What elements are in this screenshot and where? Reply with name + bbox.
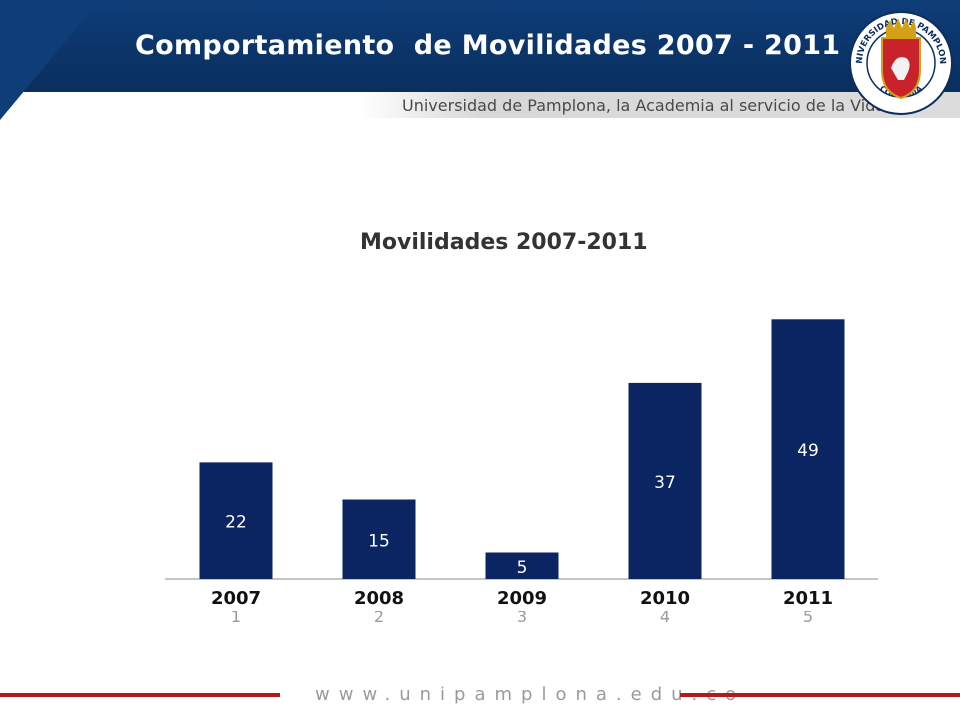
hidden-tick-label-3: 3 bbox=[517, 607, 527, 626]
bar-2008 bbox=[342, 499, 416, 579]
tick-label-mask bbox=[198, 581, 274, 611]
tick-label-mask bbox=[341, 581, 417, 611]
footer-rule-right bbox=[680, 693, 960, 697]
bar-2011 bbox=[771, 319, 845, 579]
data-label-2010: 37 bbox=[654, 473, 676, 493]
header-banner bbox=[0, 0, 960, 92]
tick-label-mask bbox=[627, 581, 703, 611]
hidden-tick-label-1: 1 bbox=[231, 607, 241, 626]
bar-2009 bbox=[485, 552, 559, 579]
x-tick-label-2007: 2007 bbox=[211, 588, 261, 609]
hidden-tick-label-5: 5 bbox=[803, 607, 813, 626]
data-label-2007: 22 bbox=[225, 513, 247, 533]
university-seal-icon: UNIVERSIDAD DE PAMPLONA COLOMBIA bbox=[848, 6, 953, 115]
x-tick-label-2009: 2009 bbox=[497, 588, 547, 609]
header-corner-wedge bbox=[0, 0, 100, 120]
tagline-bar bbox=[360, 92, 960, 118]
footer-url: www.unipamplona.edu.co bbox=[315, 684, 746, 705]
bar-2007 bbox=[199, 462, 273, 579]
chart-title: Movilidades 2007-2011 bbox=[360, 230, 648, 255]
data-label-2011: 49 bbox=[797, 441, 819, 461]
data-label-2009: 5 bbox=[517, 558, 528, 578]
x-tick-label-2008: 2008 bbox=[354, 588, 404, 609]
hidden-tick-label-2: 2 bbox=[374, 607, 384, 626]
tick-label-mask bbox=[770, 581, 846, 611]
footer-rule-left bbox=[0, 693, 280, 697]
tagline: Universidad de Pamplona, la Academia al … bbox=[402, 96, 886, 115]
bar-2010 bbox=[628, 382, 702, 579]
x-tick-label-2010: 2010 bbox=[640, 588, 690, 609]
hidden-tick-label-4: 4 bbox=[660, 607, 670, 626]
data-label-2008: 15 bbox=[368, 531, 390, 551]
slide-title: Comportamiento de Movilidades 2007 - 201… bbox=[135, 30, 841, 61]
tick-label-mask bbox=[484, 581, 560, 611]
x-tick-label-2011: 2011 bbox=[783, 588, 833, 609]
